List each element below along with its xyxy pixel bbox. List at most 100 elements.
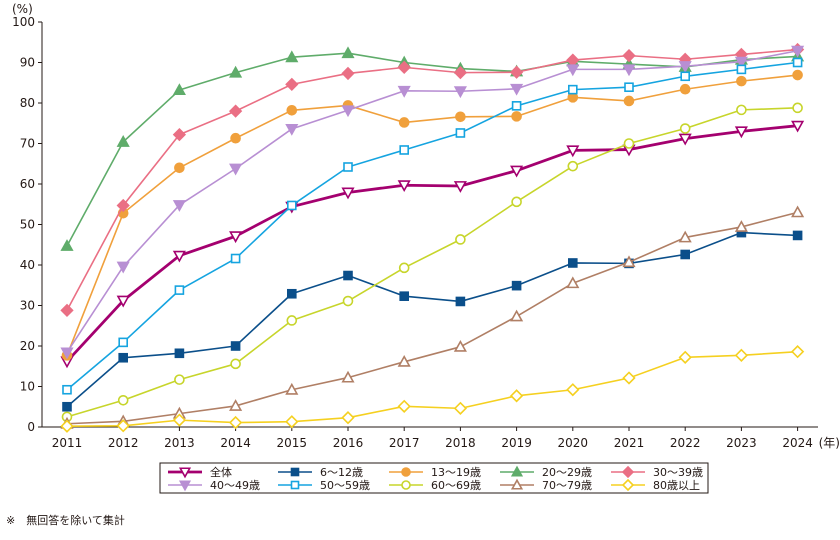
data-point-5-2013 — [172, 200, 186, 212]
data-point-1-2015 — [286, 288, 297, 299]
data-point-7-2013 — [174, 374, 185, 385]
data-point-9-2013 — [172, 413, 187, 427]
y-unit-label: (%) — [12, 2, 33, 16]
x-tick-label-2015: 2015 — [277, 436, 308, 450]
data-point-6-2019 — [511, 101, 522, 111]
data-point-6-2017 — [399, 145, 410, 155]
legend-marker-3 — [510, 465, 524, 477]
data-point-2-2024 — [792, 69, 803, 81]
data-point-4-2011 — [60, 303, 74, 317]
data-point-2-2013 — [174, 162, 185, 174]
data-point-1-2024 — [792, 230, 803, 241]
data-point-4-2017 — [397, 60, 411, 74]
data-point-4-2021 — [622, 48, 636, 63]
data-point-7-2019 — [511, 196, 522, 208]
x-tick-label-2020: 2020 — [558, 436, 589, 450]
series-line-2 — [66, 74, 798, 356]
data-point-0-2016 — [341, 187, 355, 200]
data-point-4-2016 — [341, 66, 355, 81]
data-point-7-2022 — [679, 123, 691, 134]
data-point-6-2020 — [567, 84, 578, 95]
data-point-5-2014 — [229, 163, 243, 176]
data-point-9-2021 — [622, 371, 636, 385]
data-point-6-2022 — [680, 71, 691, 82]
y-tick-label-10: 10 — [20, 380, 35, 394]
data-point-0-2024 — [791, 120, 805, 133]
data-point-4-2013 — [172, 127, 187, 142]
x-tick-label-2012: 2012 — [108, 436, 139, 450]
x-tick-label-2024: 2024 — [782, 436, 813, 450]
data-point-5-2012 — [116, 261, 130, 274]
data-point-8-2015 — [285, 382, 299, 395]
series-line-4 — [66, 48, 798, 311]
data-point-2-2014 — [230, 132, 241, 144]
data-point-6-2011 — [62, 384, 72, 395]
y-tick-label-90: 90 — [20, 56, 35, 70]
legend-label-4: 30～39歳 — [653, 466, 703, 479]
data-point-7-2012 — [117, 394, 129, 406]
data-point-5-2018 — [453, 86, 467, 99]
legend-label-9: 80歳以上 — [653, 479, 700, 492]
x-tick-label-2013: 2013 — [164, 436, 195, 450]
data-point-0-2013 — [172, 250, 186, 263]
data-point-7-2015 — [286, 315, 298, 326]
series-line-5 — [66, 49, 798, 353]
data-point-3-2015 — [285, 50, 299, 63]
x-tick-label-2016: 2016 — [333, 436, 364, 450]
series-line-0 — [65, 124, 798, 363]
data-point-6-2014 — [230, 253, 241, 264]
data-point-7-2017 — [398, 262, 410, 274]
data-point-9-2016 — [341, 411, 355, 425]
data-point-0-2023 — [734, 126, 748, 139]
data-point-7-2018 — [455, 234, 466, 245]
legend-label-2: 13～19歳 — [431, 466, 481, 479]
data-point-1-2020 — [567, 258, 578, 268]
data-point-9-2011 — [60, 419, 74, 433]
data-point-0-2012 — [116, 295, 130, 308]
data-point-2-2019 — [511, 111, 522, 122]
data-point-5-2016 — [341, 105, 355, 118]
data-point-6-2018 — [455, 128, 466, 138]
data-point-0-2018 — [453, 181, 467, 193]
legend-box — [159, 462, 709, 494]
legend-label-1: 6～12歳 — [320, 466, 363, 479]
data-point-9-2012 — [116, 419, 130, 433]
data-point-2-2023 — [736, 75, 747, 87]
y-tick-label-60: 60 — [20, 177, 35, 191]
data-point-1-2017 — [399, 291, 410, 301]
data-point-3-2013 — [172, 83, 186, 95]
series-line-7 — [66, 107, 798, 418]
data-point-2-2022 — [679, 83, 691, 95]
x-tick-label-2021: 2021 — [614, 436, 645, 450]
data-point-1-2019 — [511, 280, 522, 291]
data-point-9-2017 — [397, 399, 411, 413]
data-point-6-2015 — [286, 200, 297, 211]
data-point-0-2014 — [229, 231, 243, 244]
x-tick-label-2022: 2022 — [670, 436, 701, 450]
series-line-8 — [66, 211, 798, 425]
data-point-5-2020 — [566, 64, 580, 77]
legend-label-8: 70～79歳 — [542, 479, 592, 492]
x-tick-label-2011: 2011 — [52, 436, 83, 450]
data-point-8-2016 — [341, 370, 355, 383]
data-point-9-2019 — [509, 389, 524, 403]
data-point-8-2017 — [397, 354, 411, 367]
data-point-7-2020 — [567, 160, 579, 172]
data-point-0-2019 — [510, 165, 524, 178]
data-point-3-2012 — [116, 135, 130, 147]
legend-marker-1 — [290, 467, 300, 477]
data-point-9-2014 — [228, 415, 243, 430]
data-point-4-2015 — [285, 77, 299, 92]
legend-label-5: 40～49歳 — [210, 479, 260, 492]
data-point-5-2024 — [791, 45, 805, 58]
data-point-6-2024 — [792, 57, 803, 68]
data-point-9-2024 — [790, 345, 805, 359]
data-point-8-2014 — [229, 399, 243, 411]
data-point-2-2021 — [623, 95, 635, 107]
x-tick-label-2023: 2023 — [726, 436, 757, 450]
legend-marker-5 — [178, 480, 192, 492]
data-point-5-2015 — [285, 123, 299, 136]
data-point-0-2020 — [566, 145, 580, 158]
data-point-0-2022 — [678, 133, 692, 146]
